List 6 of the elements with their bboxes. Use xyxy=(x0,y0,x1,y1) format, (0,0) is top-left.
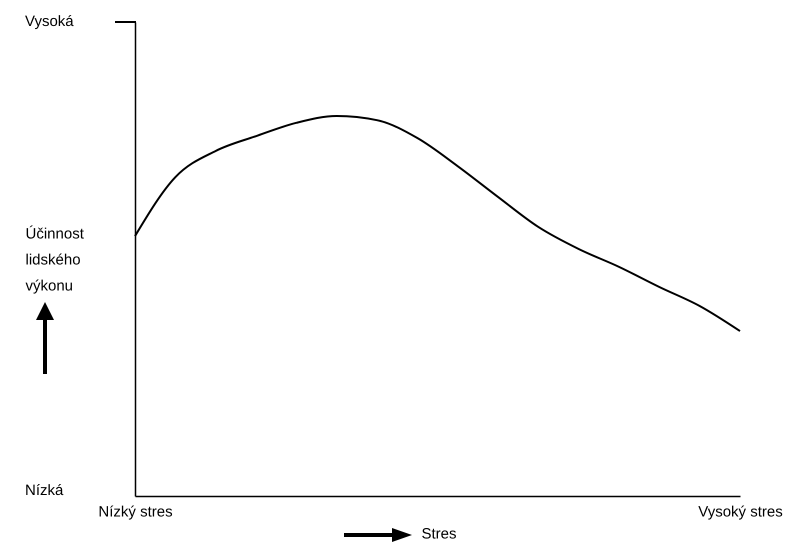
text: Nízká xyxy=(25,482,64,500)
text: Vysoká xyxy=(25,13,74,31)
x-tick-label: Nízký stres xyxy=(98,504,173,520)
x-tick-label: Vysoký stres xyxy=(698,504,783,520)
x-axis-title: Stres xyxy=(422,526,457,542)
y-axis-title: Účinnost lidského výkonu xyxy=(26,224,85,294)
